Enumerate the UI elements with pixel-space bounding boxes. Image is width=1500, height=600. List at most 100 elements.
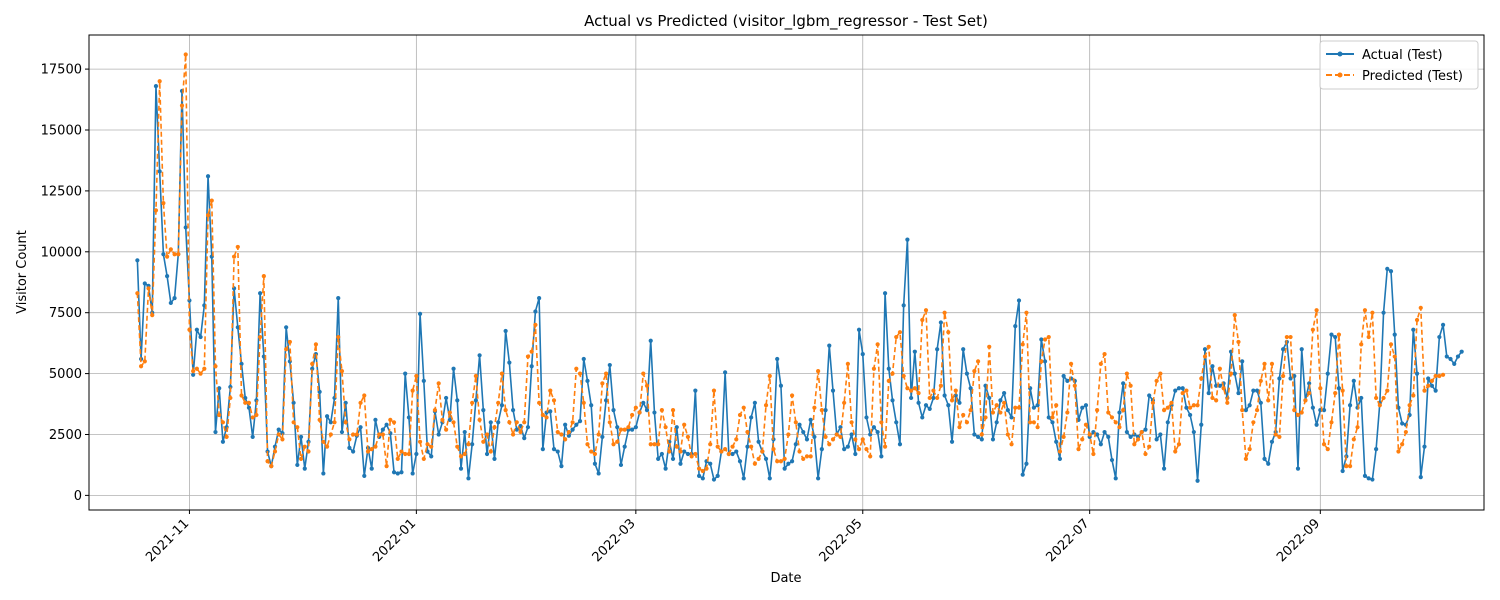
- data-point-predicted: [987, 344, 992, 349]
- data-point-actual: [436, 432, 441, 437]
- data-point-predicted: [685, 434, 691, 440]
- data-point-actual: [1243, 408, 1249, 413]
- data-point-actual: [648, 338, 653, 343]
- data-point-actual: [1128, 434, 1133, 440]
- data-point-actual: [1329, 332, 1334, 337]
- data-point-predicted: [1072, 383, 1077, 388]
- data-point-predicted: [1262, 361, 1267, 366]
- data-point-predicted: [1154, 378, 1159, 383]
- data-point-actual: [1444, 354, 1449, 359]
- data-point-predicted: [600, 381, 605, 386]
- data-point-actual: [1124, 429, 1129, 435]
- data-point-predicted: [1210, 395, 1215, 401]
- data-point-predicted: [1009, 442, 1014, 447]
- data-point-predicted: [603, 371, 609, 376]
- data-point-actual: [295, 462, 300, 468]
- data-point-predicted: [1318, 386, 1323, 391]
- data-point-predicted: [548, 388, 553, 393]
- data-point-predicted: [1124, 371, 1129, 376]
- data-point-actual: [161, 252, 166, 257]
- data-point-actual: [1024, 461, 1029, 466]
- data-point-actual: [916, 400, 921, 405]
- data-point-actual: [298, 434, 304, 440]
- data-point-predicted: [715, 444, 720, 449]
- data-point-actual: [864, 415, 869, 420]
- data-point-predicted: [317, 417, 322, 422]
- data-point-predicted: [220, 420, 226, 425]
- data-point-predicted: [1396, 449, 1401, 454]
- data-point-predicted: [551, 398, 557, 403]
- data-point-predicted: [492, 425, 497, 430]
- data-point-actual: [786, 461, 791, 466]
- data-point-predicted: [1065, 410, 1070, 415]
- data-point-predicted: [295, 425, 300, 430]
- data-point-actual: [1199, 422, 1204, 427]
- legend-actual-label: Actual (Test): [1362, 48, 1443, 63]
- data-point-actual: [920, 415, 925, 420]
- data-point-predicted: [447, 410, 452, 415]
- data-point-actual: [715, 473, 720, 478]
- data-point-actual: [816, 476, 821, 481]
- data-point-predicted: [555, 429, 560, 435]
- data-point-predicted: [1031, 420, 1036, 425]
- data-point-actual: [362, 473, 367, 478]
- data-point-actual: [1039, 337, 1044, 342]
- data-point-actual: [1050, 420, 1055, 425]
- data-point-predicted: [213, 364, 218, 369]
- data-point-predicted: [1199, 376, 1204, 381]
- data-point-actual: [659, 451, 664, 457]
- data-point-actual: [563, 422, 568, 427]
- data-point-actual: [1247, 403, 1252, 408]
- data-point-actual: [849, 432, 854, 437]
- data-point-predicted: [763, 403, 769, 408]
- data-point-actual: [600, 434, 605, 440]
- data-point-predicted: [1400, 442, 1405, 447]
- data-point-predicted: [391, 420, 397, 425]
- data-point-actual: [1429, 383, 1435, 388]
- data-point-actual: [856, 327, 862, 332]
- data-point-actual: [1440, 322, 1446, 327]
- data-point-predicted: [1202, 354, 1208, 359]
- data-point-predicted: [458, 454, 464, 459]
- data-point-actual: [596, 471, 601, 476]
- chart-title: Actual vs Predicted (visitor_lgbm_regres…: [584, 12, 988, 31]
- data-point-actual: [723, 370, 728, 375]
- data-point-predicted: [935, 395, 940, 401]
- data-point-predicted: [358, 400, 363, 405]
- data-point-predicted: [525, 354, 531, 359]
- data-point-predicted: [637, 410, 642, 415]
- data-point-predicted: [1228, 371, 1234, 376]
- data-point-predicted: [310, 361, 315, 366]
- data-point-actual: [239, 361, 244, 366]
- data-point-predicted: [786, 432, 791, 437]
- data-point-actual: [1206, 390, 1211, 396]
- data-point-predicted: [1269, 361, 1275, 366]
- data-point-actual: [220, 439, 226, 444]
- data-point-actual: [481, 408, 486, 413]
- data-point-actual: [1277, 376, 1282, 381]
- data-point-actual: [685, 451, 691, 457]
- data-point-predicted: [1087, 432, 1092, 437]
- data-point-predicted: [146, 286, 151, 291]
- data-point-actual: [633, 425, 638, 430]
- data-point-predicted: [298, 456, 304, 461]
- series-layer: [135, 52, 1464, 483]
- data-point-predicted: [1176, 442, 1182, 447]
- data-point-predicted: [1161, 408, 1167, 413]
- data-point-predicted: [1188, 405, 1193, 410]
- data-point-predicted: [284, 347, 289, 352]
- data-point-predicted: [1109, 415, 1115, 420]
- data-point-actual: [153, 84, 159, 89]
- data-point-predicted: [607, 420, 612, 425]
- data-point-predicted: [1403, 429, 1408, 435]
- data-point-predicted: [179, 103, 185, 108]
- data-point-predicted: [187, 327, 192, 332]
- data-point-predicted: [503, 408, 508, 413]
- data-point-actual: [421, 378, 426, 383]
- data-point-predicted: [1013, 405, 1018, 410]
- data-point-predicted: [272, 449, 278, 454]
- data-point-predicted: [998, 410, 1003, 415]
- data-point-actual: [979, 437, 984, 442]
- data-point-predicted: [975, 359, 981, 364]
- data-point-actual: [998, 398, 1003, 403]
